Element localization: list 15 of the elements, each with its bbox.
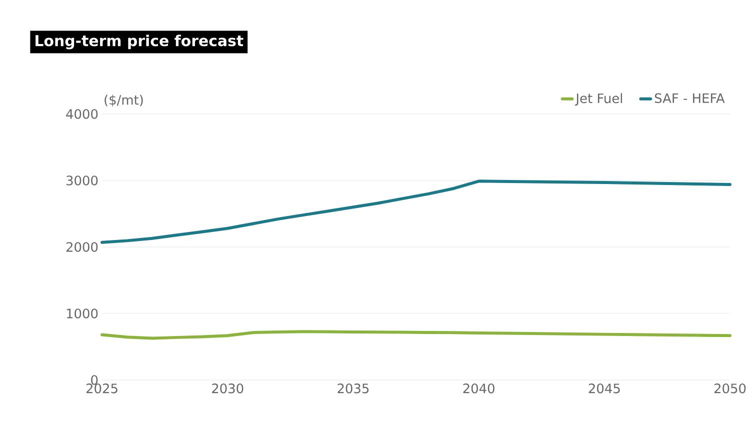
x-tick-label: 2035 bbox=[338, 384, 369, 394]
x-tick-label: 2050 bbox=[714, 384, 746, 394]
x-tick-label: 2040 bbox=[463, 384, 494, 394]
x-tick-label: 2045 bbox=[588, 384, 620, 394]
y-tick-label: 0 bbox=[91, 375, 98, 385]
y-tick-label: 1000 bbox=[66, 308, 98, 318]
y-axis-title: ($/mt) bbox=[104, 94, 143, 106]
legend-label: SAF - HEFA bbox=[654, 93, 725, 104]
y-tick-label: 3000 bbox=[66, 176, 98, 186]
chart-title: Long-term price forecast bbox=[36, 34, 244, 50]
x-tick-label: 2030 bbox=[212, 384, 244, 394]
legend-label: Jet Fuel bbox=[575, 93, 622, 106]
x-tick-label: 2025 bbox=[86, 384, 118, 394]
y-tick-label: 4000 bbox=[66, 109, 98, 119]
y-tick-label: 2000 bbox=[66, 242, 98, 252]
